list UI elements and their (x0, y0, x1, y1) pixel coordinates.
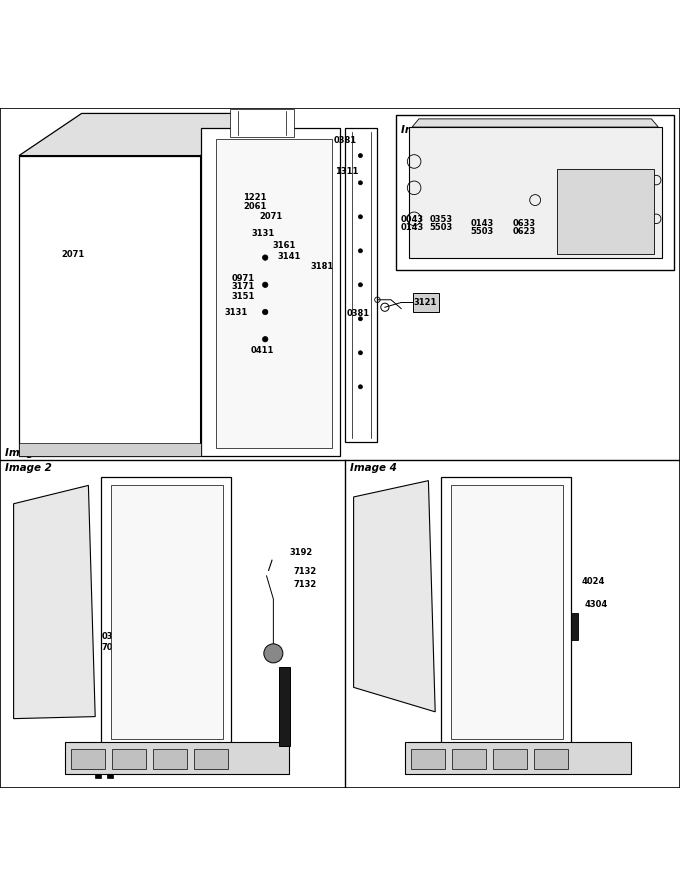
Text: 3131: 3131 (252, 228, 275, 237)
Circle shape (264, 644, 283, 663)
Polygon shape (19, 443, 201, 456)
Circle shape (509, 600, 528, 619)
Text: 3151: 3151 (231, 292, 254, 301)
Polygon shape (558, 169, 654, 254)
Circle shape (262, 309, 268, 314)
Text: 0623: 0623 (513, 228, 536, 237)
Circle shape (358, 181, 362, 185)
Text: 3171: 3171 (231, 282, 254, 291)
Text: 1311: 1311 (335, 168, 358, 177)
Polygon shape (571, 613, 578, 640)
Polygon shape (201, 128, 340, 456)
Text: 2061: 2061 (243, 202, 267, 211)
Text: 7132: 7132 (294, 567, 317, 576)
Polygon shape (95, 774, 101, 779)
Circle shape (358, 317, 362, 321)
Polygon shape (107, 774, 113, 779)
Text: 0143: 0143 (401, 223, 424, 232)
Circle shape (358, 215, 362, 219)
Polygon shape (412, 119, 658, 127)
Text: 0382: 0382 (102, 632, 125, 641)
Circle shape (262, 337, 268, 342)
Polygon shape (14, 486, 95, 719)
Text: 3131: 3131 (224, 307, 248, 316)
Polygon shape (216, 139, 332, 448)
Polygon shape (409, 127, 662, 258)
Polygon shape (413, 293, 439, 312)
Text: 4304: 4304 (585, 600, 608, 609)
Text: 1221: 1221 (243, 193, 267, 202)
Circle shape (358, 350, 362, 355)
Text: Image 4: Image 4 (350, 463, 397, 473)
Text: 0382: 0382 (185, 620, 208, 629)
Polygon shape (112, 748, 146, 769)
Polygon shape (405, 742, 631, 774)
Text: 2071: 2071 (61, 250, 84, 259)
Polygon shape (19, 114, 272, 156)
Text: Image 2: Image 2 (5, 463, 52, 473)
Text: Image 1: Image 1 (5, 447, 52, 458)
Polygon shape (452, 748, 486, 769)
Text: 5503: 5503 (471, 228, 494, 237)
Text: 3161: 3161 (272, 241, 295, 250)
Polygon shape (111, 486, 223, 739)
Text: 0411: 0411 (250, 346, 273, 355)
Polygon shape (153, 748, 187, 769)
Text: 3192: 3192 (289, 547, 312, 556)
Polygon shape (493, 748, 527, 769)
Text: 7042: 7042 (131, 632, 154, 641)
Text: 4782: 4782 (201, 582, 224, 591)
Text: 3121: 3121 (413, 298, 437, 307)
Circle shape (358, 384, 362, 389)
Text: 0043: 0043 (401, 215, 424, 224)
Polygon shape (279, 667, 290, 745)
Text: 0143: 0143 (471, 220, 494, 228)
Polygon shape (230, 109, 294, 136)
Polygon shape (101, 477, 231, 748)
Polygon shape (354, 480, 435, 711)
Circle shape (358, 249, 362, 253)
Polygon shape (71, 748, 105, 769)
Text: Image 3: Image 3 (401, 125, 447, 135)
Polygon shape (65, 742, 289, 774)
Text: 0381: 0381 (333, 136, 356, 145)
Text: 2071: 2071 (260, 211, 283, 220)
Text: 3141: 3141 (277, 252, 301, 261)
Text: 3181: 3181 (310, 262, 333, 271)
Circle shape (358, 283, 362, 287)
Text: 4024: 4024 (581, 577, 605, 587)
Polygon shape (201, 114, 272, 456)
Polygon shape (194, 748, 228, 769)
Text: 0353: 0353 (430, 215, 453, 224)
Polygon shape (396, 115, 674, 270)
Circle shape (262, 254, 268, 261)
Circle shape (358, 153, 362, 158)
Polygon shape (345, 128, 377, 442)
Text: 0381: 0381 (347, 309, 370, 318)
Polygon shape (534, 748, 568, 769)
Text: 7132: 7132 (294, 581, 317, 590)
Circle shape (262, 282, 268, 288)
Polygon shape (451, 486, 563, 739)
Text: 0971: 0971 (231, 273, 254, 282)
Text: 5503: 5503 (430, 223, 453, 232)
Polygon shape (411, 748, 445, 769)
Polygon shape (441, 477, 571, 748)
Text: 7022: 7022 (102, 642, 125, 651)
Polygon shape (19, 156, 201, 456)
Text: 0633: 0633 (513, 220, 536, 228)
